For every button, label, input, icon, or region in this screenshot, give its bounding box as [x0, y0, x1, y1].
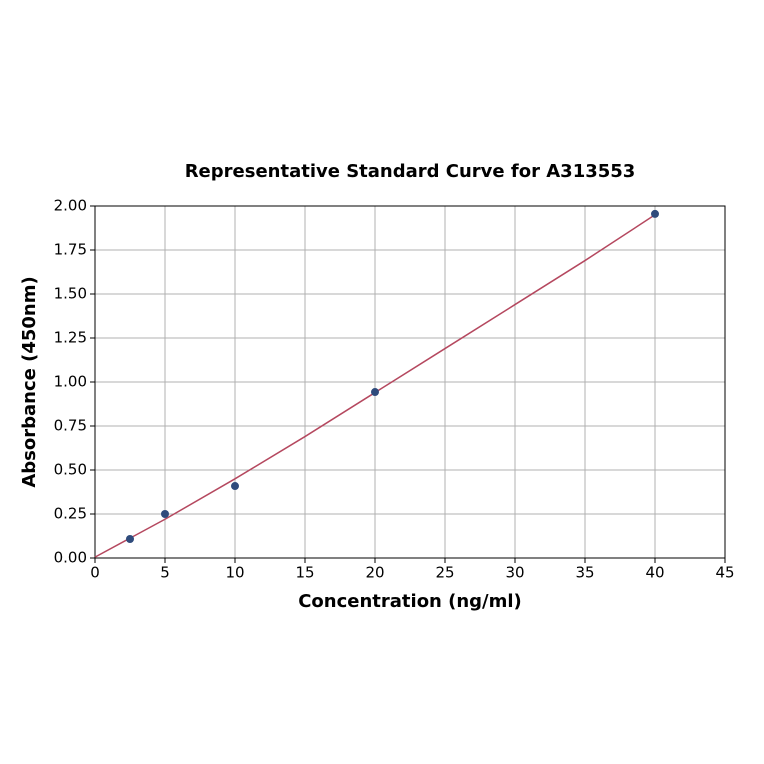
data-point — [161, 510, 169, 518]
x-tick-label: 35 — [575, 564, 594, 582]
x-axis-label: Concentration (ng/ml) — [298, 591, 522, 612]
y-tick-label: 0.25 — [54, 505, 87, 523]
x-tick-label: 40 — [645, 564, 664, 582]
y-tick-label: 1.50 — [54, 285, 87, 303]
x-tick-label: 15 — [295, 564, 314, 582]
x-tick-label: 30 — [505, 564, 524, 582]
plot-frame — [94, 205, 726, 559]
y-axis-label: Absorbance (450nm) — [19, 276, 40, 487]
y-tick-label: 2.00 — [54, 197, 87, 215]
x-tick-label: 25 — [435, 564, 454, 582]
data-point — [651, 209, 659, 218]
x-tick-label: 45 — [715, 564, 734, 582]
x-tick-label: 20 — [365, 564, 384, 582]
data-point — [231, 482, 239, 491]
y-tick-label: 0.00 — [54, 549, 87, 567]
y-tick-label: 0.50 — [54, 461, 87, 479]
x-tick-label: 0 — [90, 564, 100, 582]
y-tick-label: 0.75 — [54, 417, 87, 435]
x-tick-label: 5 — [160, 564, 170, 582]
y-tick-label: 1.75 — [54, 241, 87, 259]
x-tick-label: 10 — [225, 564, 244, 582]
chart-title: Representative Standard Curve for A31355… — [185, 161, 636, 182]
data-point — [126, 534, 134, 543]
y-tick-label: 1.00 — [54, 373, 87, 391]
y-tick-label: 1.25 — [54, 329, 87, 347]
data-point — [371, 388, 379, 397]
